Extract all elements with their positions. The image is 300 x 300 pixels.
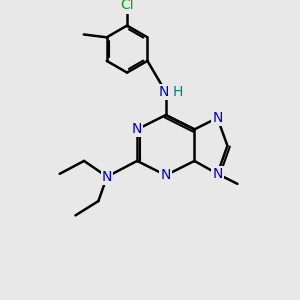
Text: N: N (160, 168, 171, 182)
Text: N: N (159, 85, 169, 99)
Text: N: N (102, 170, 112, 184)
Text: N: N (132, 122, 142, 136)
Text: N: N (212, 167, 223, 181)
Text: N: N (212, 111, 223, 125)
Text: H: H (172, 85, 183, 99)
Text: Cl: Cl (120, 0, 134, 13)
